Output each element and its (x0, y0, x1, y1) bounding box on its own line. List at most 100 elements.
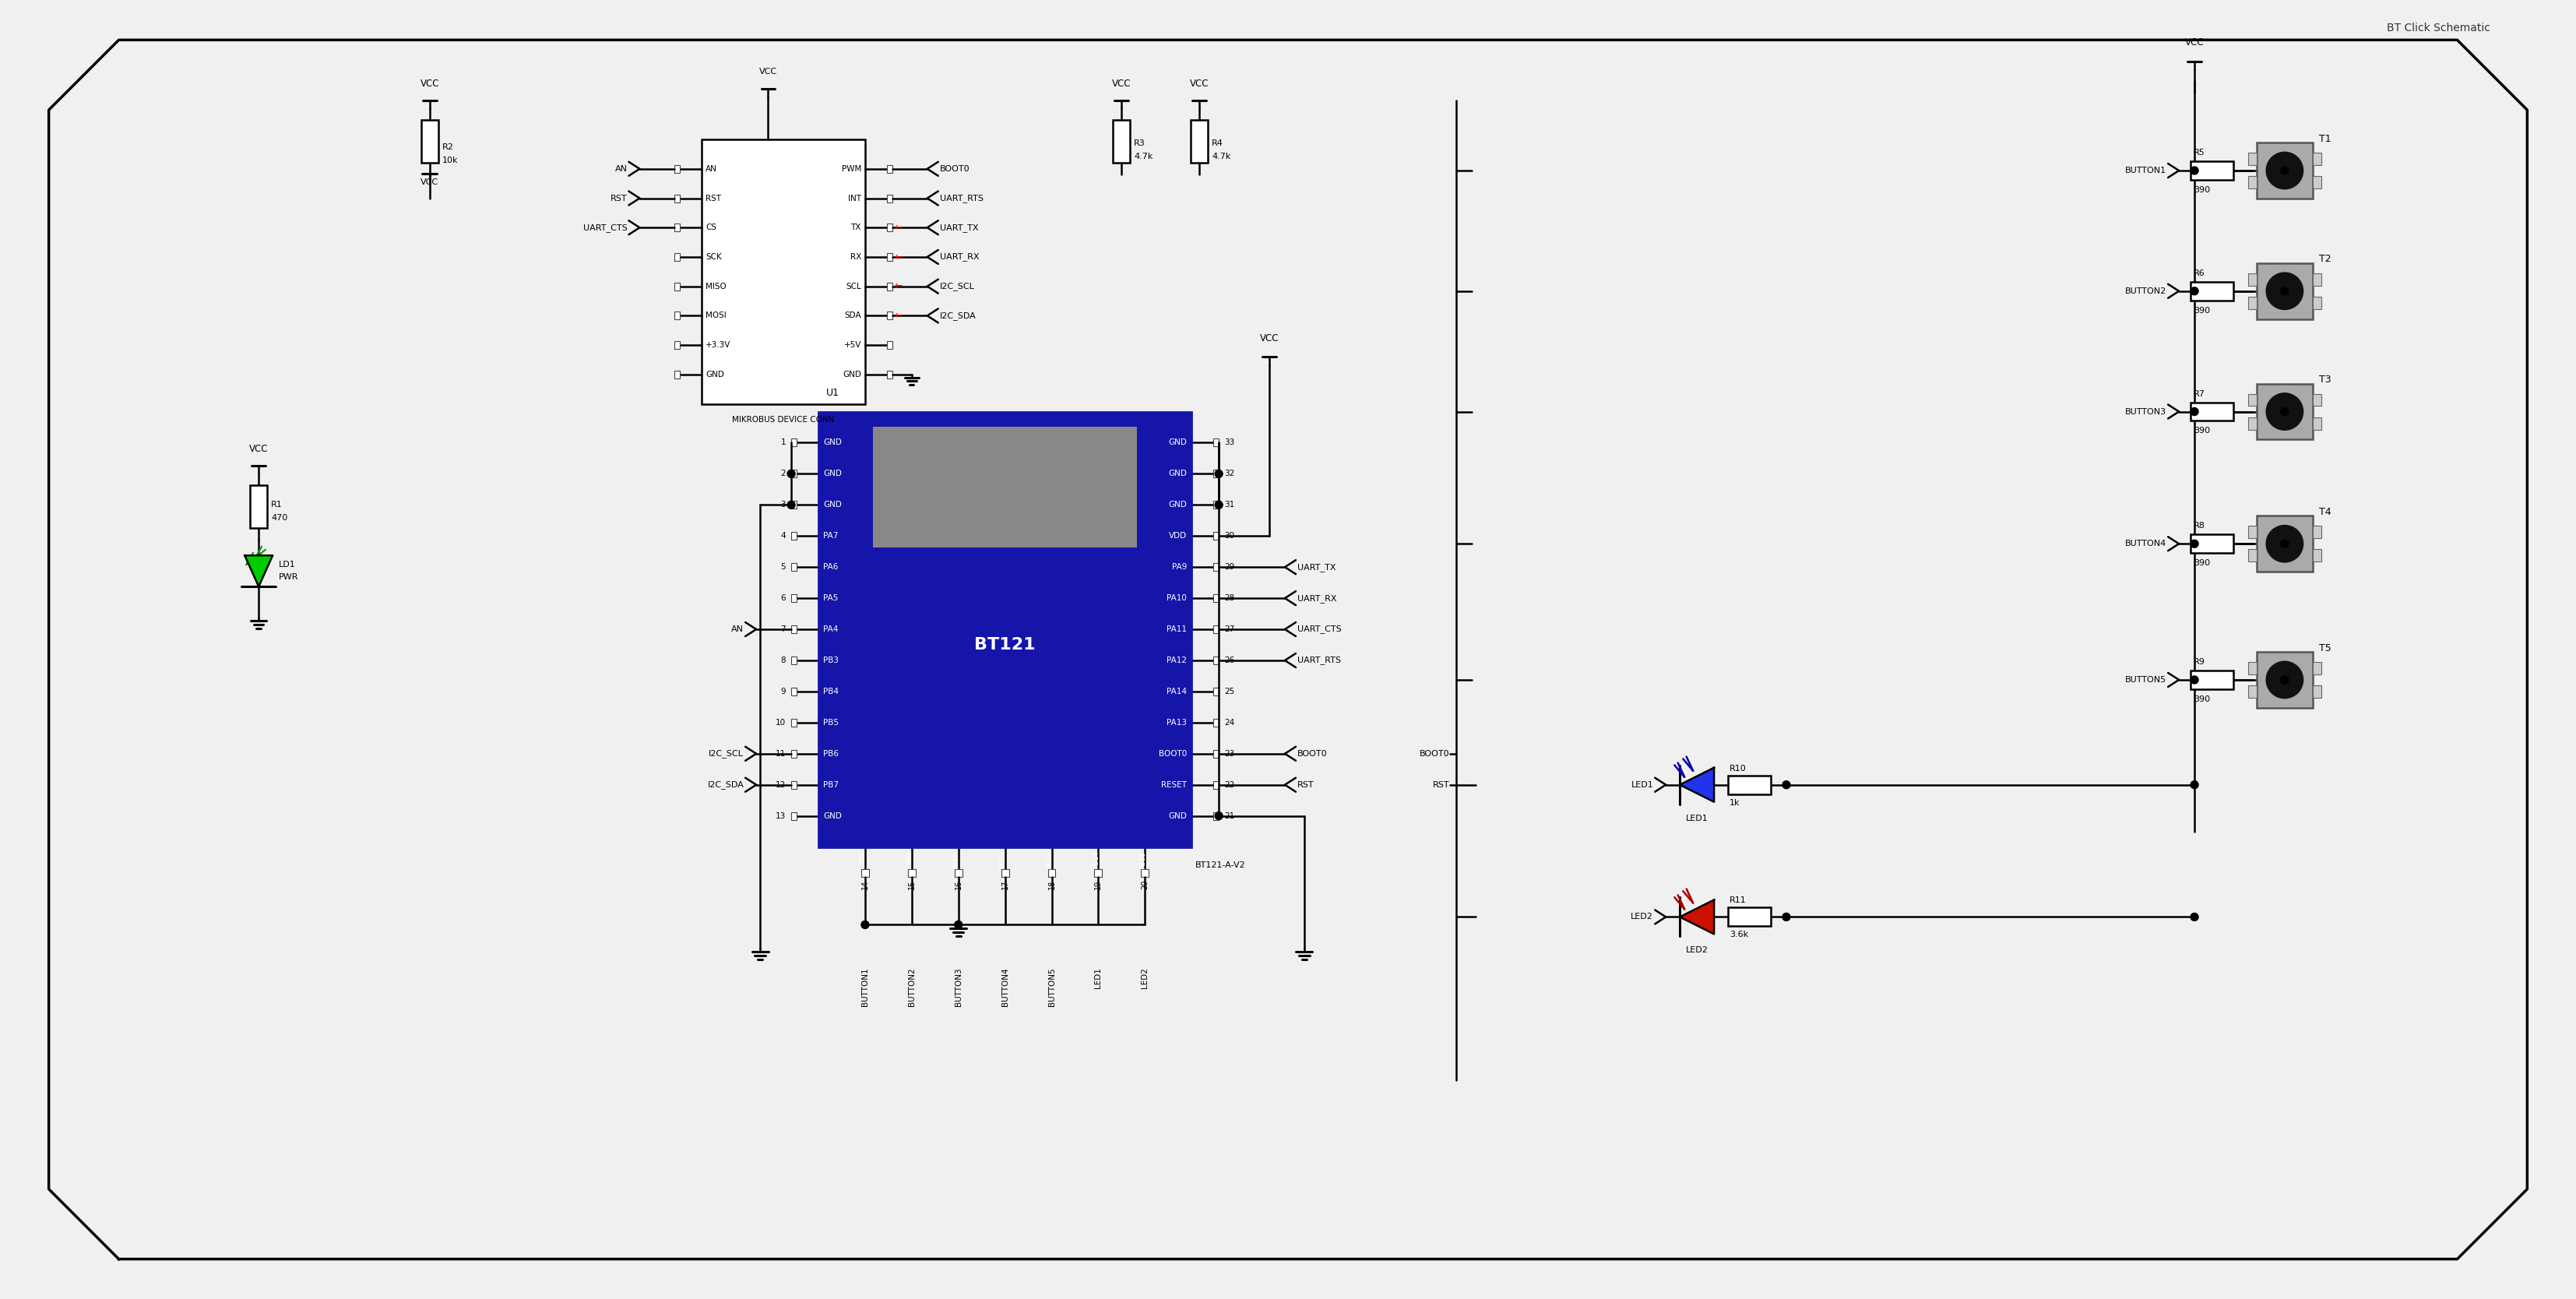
Text: 23: 23 (1224, 750, 1234, 757)
Text: VCC: VCC (760, 68, 778, 75)
Text: GND: GND (1170, 501, 1188, 509)
Text: LED1: LED1 (1685, 814, 1708, 822)
Text: 390: 390 (2195, 560, 2210, 568)
Bar (1213, 687, 1218, 695)
Text: R3: R3 (1133, 139, 1146, 147)
Text: GND: GND (824, 470, 842, 478)
Bar (1113, 120, 1131, 162)
Circle shape (2190, 408, 2197, 416)
Text: BUTTON4: BUTTON4 (2125, 540, 2166, 548)
Text: GND: GND (1170, 470, 1188, 478)
Bar (860, 869, 868, 877)
Bar (886, 195, 891, 203)
Circle shape (2280, 408, 2287, 416)
Text: ←: ← (894, 222, 902, 233)
Bar (2190, 161, 2233, 179)
Text: RST: RST (1432, 781, 1450, 788)
Text: BUTTON2: BUTTON2 (907, 968, 914, 1007)
Bar (819, 412, 1193, 847)
Circle shape (2280, 675, 2287, 683)
Bar (1002, 869, 1010, 877)
Text: BUTTON3: BUTTON3 (956, 968, 963, 1007)
Text: VCC: VCC (1113, 79, 1131, 88)
Circle shape (1216, 812, 1224, 820)
Bar (1213, 564, 1218, 572)
Text: PA11: PA11 (1167, 625, 1188, 633)
Text: 11: 11 (775, 750, 786, 757)
Text: MIKROBUS DEVICE CONN: MIKROBUS DEVICE CONN (732, 416, 835, 423)
Text: 6: 6 (781, 594, 786, 601)
Text: PB4: PB4 (824, 687, 840, 695)
Text: 390: 390 (2195, 695, 2210, 703)
Bar (2257, 516, 2313, 572)
Text: AN: AN (616, 165, 626, 173)
Text: BOOT0: BOOT0 (1419, 750, 1450, 757)
Text: 470: 470 (270, 514, 289, 522)
Text: CS: CS (706, 223, 716, 231)
Bar (250, 486, 268, 529)
Text: R8: R8 (2195, 522, 2205, 530)
Text: 33: 33 (1224, 439, 1234, 447)
Bar (1728, 776, 1770, 794)
Bar (2257, 652, 2313, 708)
Bar (791, 656, 796, 664)
Text: 1k: 1k (1728, 799, 1741, 807)
Text: 24: 24 (1224, 718, 1234, 726)
Circle shape (860, 921, 868, 929)
Circle shape (2267, 152, 2303, 190)
Text: 3: 3 (781, 501, 786, 509)
Bar (886, 282, 891, 290)
Text: RESET: RESET (1162, 781, 1188, 788)
Text: 19: 19 (1095, 879, 1103, 890)
Text: 12: 12 (775, 781, 786, 788)
Bar (1213, 501, 1218, 509)
Text: PWR: PWR (278, 573, 299, 581)
Text: GND: GND (824, 501, 842, 509)
Bar (791, 718, 796, 726)
Bar (2249, 662, 2257, 674)
Text: R11: R11 (1728, 896, 1747, 904)
Bar (701, 139, 866, 404)
Text: UART_TX: UART_TX (940, 223, 979, 231)
Circle shape (2190, 540, 2197, 548)
Text: MOSI: MOSI (706, 312, 726, 320)
Text: 5: 5 (781, 564, 786, 572)
Text: PB9: PB9 (907, 851, 912, 864)
Bar (791, 564, 796, 572)
Text: INT: INT (848, 195, 860, 203)
Text: PA13: PA13 (1167, 718, 1188, 726)
Text: 390: 390 (2195, 307, 2210, 314)
Text: T1: T1 (2318, 134, 2331, 144)
Text: GND: GND (1170, 439, 1188, 447)
Bar (420, 120, 438, 162)
Text: PB12: PB12 (999, 851, 1007, 869)
Text: 4: 4 (781, 533, 786, 540)
Text: R6: R6 (2195, 269, 2205, 277)
Text: I2C_SCL: I2C_SCL (940, 282, 974, 291)
Bar (791, 750, 796, 757)
Bar (886, 312, 891, 320)
Text: 17: 17 (1002, 879, 1010, 890)
Bar (675, 253, 680, 261)
Circle shape (2190, 287, 2197, 295)
Text: R4: R4 (1211, 139, 1224, 147)
Text: T2: T2 (2318, 255, 2331, 264)
Polygon shape (245, 556, 273, 587)
Circle shape (2267, 661, 2303, 699)
Bar (1213, 439, 1218, 447)
Bar (2249, 296, 2257, 309)
Bar (791, 533, 796, 540)
Bar (2313, 662, 2321, 674)
Text: R2: R2 (443, 143, 453, 151)
Text: PWM: PWM (842, 165, 860, 173)
Text: PB3: PB3 (824, 656, 840, 664)
Text: T5: T5 (2318, 643, 2331, 653)
Bar (675, 282, 680, 290)
Text: RST: RST (1298, 781, 1314, 788)
Text: MISO: MISO (706, 282, 726, 290)
Bar (886, 165, 891, 173)
Bar (1213, 625, 1218, 633)
Bar (1213, 781, 1218, 788)
Text: 20: 20 (1141, 879, 1149, 890)
Text: PB14: PB14 (1092, 851, 1100, 869)
